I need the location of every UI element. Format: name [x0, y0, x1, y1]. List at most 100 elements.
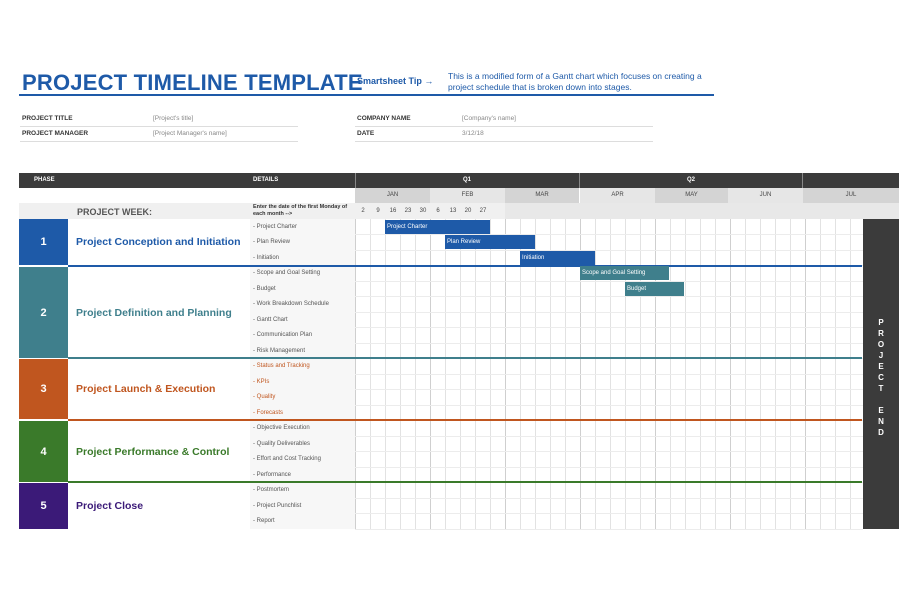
detail-item: - Status and Tracking: [253, 363, 310, 369]
header-divider: [802, 173, 803, 188]
month-cell: [430, 188, 505, 203]
month-label: MAY: [685, 192, 698, 198]
detail-item: - Report: [253, 518, 275, 524]
smartsheet-tip-link[interactable]: Smartsheet Tip →: [357, 76, 434, 86]
gantt-bar-initiation[interactable]: Initiation: [520, 251, 595, 265]
detail-item: - Budget: [253, 286, 276, 292]
detail-item: - Work Breakdown Schedule: [253, 301, 329, 307]
phase-number-2: 2: [19, 267, 68, 358]
info-rule: [355, 126, 653, 127]
info-rule: [20, 141, 298, 142]
week-date-cell[interactable]: 16: [389, 208, 397, 214]
project-end-letter: E: [878, 406, 884, 415]
grid-row-line: [355, 498, 863, 499]
gantt-bar-project-charter[interactable]: Project Charter: [385, 220, 490, 234]
detail-item: - Risk Management: [253, 348, 306, 354]
grid-row-line: [355, 327, 863, 328]
grid-row-line: [355, 250, 863, 251]
week-date-cell[interactable]: 23: [404, 208, 412, 214]
detail-item: - Project Punchlist: [253, 503, 302, 509]
project-end-letter: D: [878, 428, 884, 437]
info-rule: [20, 126, 298, 127]
grid-row-line: [355, 405, 863, 406]
grid-row-line: [355, 467, 863, 468]
details-column-header: DETAILS: [253, 177, 279, 183]
info-rule: [355, 141, 653, 142]
detail-item: - Gantt Chart: [253, 317, 288, 323]
phase-divider: [68, 265, 862, 267]
grid-row-line: [355, 312, 863, 313]
timeline-header-row: [19, 173, 899, 188]
project-title-field[interactable]: [Project's title]: [153, 115, 194, 122]
quarter-label: Q1: [463, 177, 472, 183]
phase-name-2: Project Definition and Planning: [76, 306, 232, 319]
detail-item: - Forecasts: [253, 410, 284, 416]
project-end-letter: T: [878, 384, 884, 393]
title-divider: [19, 94, 714, 96]
date-label: DATE: [357, 130, 375, 137]
company-name-field[interactable]: [Company's name]: [462, 115, 516, 122]
detail-item: - Quality: [253, 394, 276, 400]
week-date-cell[interactable]: 30: [419, 208, 427, 214]
month-label: JUN: [759, 192, 772, 198]
project-end-letter: N: [878, 417, 884, 426]
project-end-letter: P: [878, 318, 884, 327]
header-divider: [355, 173, 356, 188]
phase-divider: [68, 481, 862, 483]
week-date-cell[interactable]: 2: [361, 208, 365, 214]
header-divider: [579, 173, 580, 188]
grid-row-line: [355, 389, 863, 390]
month-cell: [580, 188, 655, 203]
grid-row-line: [355, 281, 863, 282]
company-name-label: COMPANY NAME: [357, 115, 411, 122]
week-row-empty: [505, 203, 899, 219]
detail-item: - Project Charter: [253, 224, 298, 230]
enter-date-hint: Enter the date of the first Monday of ea…: [253, 204, 348, 217]
grid-row-line: [355, 234, 863, 235]
date-field[interactable]: 3/12/18: [462, 130, 484, 137]
phase-name-3: Project Launch & Execution: [76, 383, 216, 395]
phase-name-4: Project Performance & Control: [76, 445, 230, 458]
month-cell: [803, 188, 899, 203]
page-title: PROJECT TIMELINE TEMPLATE: [22, 70, 363, 95]
week-date-cell[interactable]: 27: [479, 208, 487, 214]
week-date-cell[interactable]: 20: [464, 208, 472, 214]
month-cell: [728, 188, 803, 203]
detail-item: - Communication Plan: [253, 332, 313, 338]
month-label: JUL: [845, 192, 857, 198]
phase-number-4: 4: [19, 421, 68, 482]
detail-item: - Effort and Cost Tracking: [253, 456, 321, 462]
gantt-bar-scope-and-goal-setting[interactable]: Scope and Goal Setting: [580, 266, 669, 280]
gantt-bar-plan-review[interactable]: Plan Review: [445, 235, 535, 249]
quarter-label: Q2: [687, 177, 696, 183]
tip-description: This is a modified form of a Gantt chart…: [448, 71, 702, 92]
month-cell: [655, 188, 728, 203]
project-manager-label: PROJECT MANAGER: [22, 130, 89, 137]
detail-item: - Plan Review: [253, 239, 291, 245]
detail-item: - Performance: [253, 472, 292, 478]
grid-row-line: [355, 436, 863, 437]
grid-row-line: [355, 343, 863, 344]
detail-item: - Scope and Goal Setting: [253, 270, 321, 276]
week-date-cell[interactable]: 9: [376, 208, 380, 214]
detail-item: - Quality Deliverables: [253, 441, 311, 447]
phase-column-header: PHASE: [34, 177, 55, 183]
detail-item: - Initiation: [253, 255, 280, 261]
project-end-letter: O: [877, 340, 885, 349]
week-date-cell[interactable]: 13: [449, 208, 457, 214]
project-end-letter: R: [878, 329, 884, 338]
project-end-letter: J: [878, 351, 884, 360]
grid-row-line: [355, 451, 863, 452]
project-end-letter: E: [878, 362, 884, 371]
project-manager-field[interactable]: [Project Manager's name]: [153, 130, 227, 137]
detail-item: - Postmortem: [253, 487, 290, 493]
grid-row-line: [355, 374, 863, 375]
month-cell: [505, 188, 579, 203]
gantt-bar-budget[interactable]: Budget: [625, 282, 684, 296]
phase-divider: [68, 357, 862, 359]
phase-name-1: Project Conception and Initiation: [76, 236, 241, 248]
week-date-cell[interactable]: 6: [436, 208, 440, 214]
phase-name-5: Project Close: [76, 500, 144, 512]
